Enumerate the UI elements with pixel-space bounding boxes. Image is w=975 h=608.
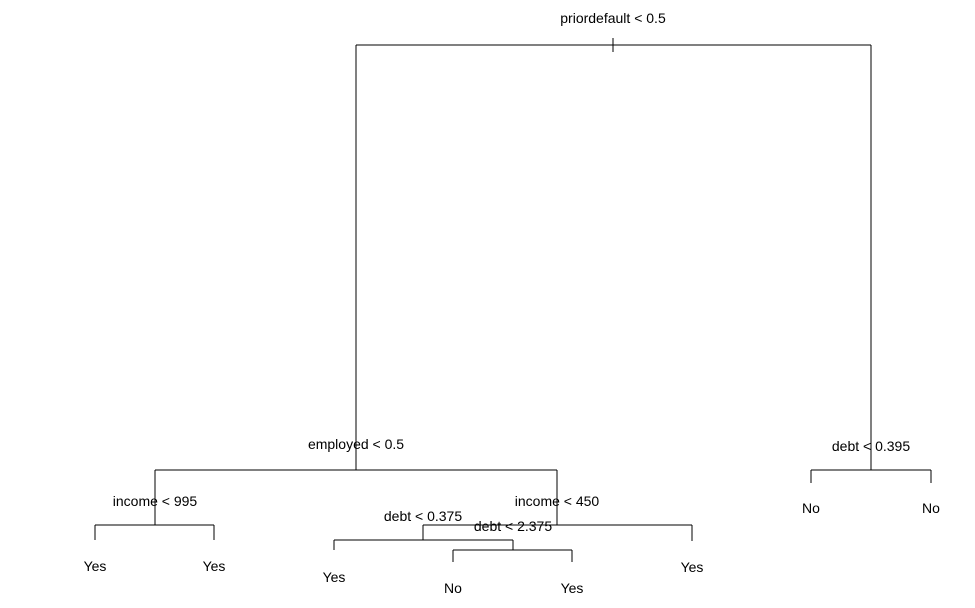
leaf-label: No [802, 500, 820, 516]
split-label-employed: employed < 0.5 [308, 436, 404, 452]
split-label-debt-mid: debt < 0.375 [384, 508, 462, 524]
leaf-label: Yes [203, 558, 226, 574]
leaf-label: Yes [84, 558, 107, 574]
leaf-label: Yes [323, 569, 346, 585]
node-income-mid: income < 450 [422, 493, 693, 541]
leaf-label: No [444, 580, 462, 596]
leaf-label: Yes [681, 559, 704, 575]
node-employed: employed < 0.5 [154, 436, 558, 525]
leaf-label: No [922, 500, 940, 516]
split-label-root: priordefault < 0.5 [560, 10, 666, 26]
node-debt-mid: debt < 0.375 [333, 508, 514, 550]
node-root: priordefault < 0.5 [355, 10, 872, 470]
split-label-income-mid: income < 450 [515, 493, 600, 509]
split-label-debt-inner: debt < 2.375 [474, 518, 552, 534]
node-income-left: income < 995 [94, 493, 215, 540]
split-label-income-left: income < 995 [113, 493, 198, 509]
node-debt-inner: debt < 2.375 [452, 518, 573, 562]
leaf-label: Yes [561, 580, 584, 596]
node-debt-right: debt < 0.395 [810, 438, 932, 483]
split-label-debt-right: debt < 0.395 [832, 438, 910, 454]
